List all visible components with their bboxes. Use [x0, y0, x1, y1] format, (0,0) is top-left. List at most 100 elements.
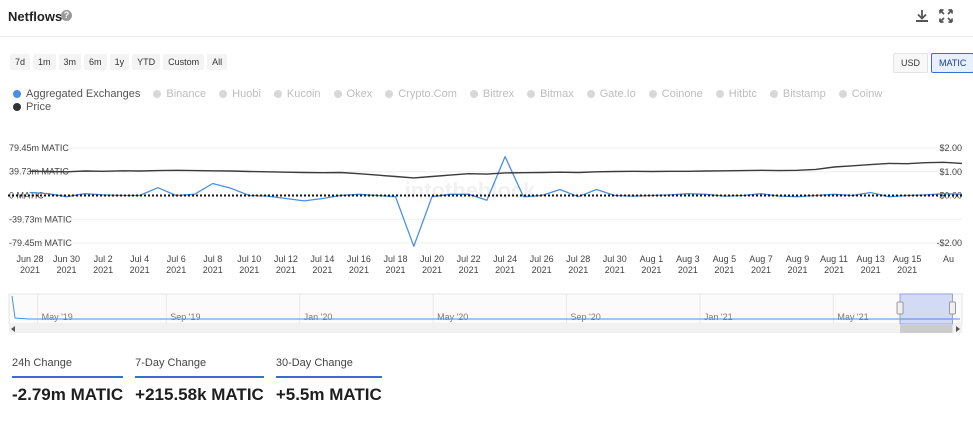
legend-label: Hitbtc: [728, 88, 757, 100]
range-button-1y[interactable]: 1y: [109, 54, 130, 70]
legend-dot-icon: [333, 90, 342, 98]
x-tick-label: Aug 9: [786, 254, 810, 264]
legend-dot-icon: [715, 90, 724, 98]
legend-item-gate-io[interactable]: Gate.Io: [586, 88, 636, 100]
legend-item-coinw[interactable]: Coinw: [838, 88, 883, 100]
x-tick-label: Jul 8: [203, 254, 222, 264]
stat-0: 24h Change -2.79m MATIC: [12, 357, 124, 405]
legend-item-bitmax[interactable]: Bitmax: [527, 88, 574, 100]
scroll-left-arrow-icon[interactable]: [11, 326, 15, 332]
navigator-series: [11, 295, 960, 320]
stat-value: +215.58k MATIC: [135, 385, 264, 404]
unit-button-matic[interactable]: MATIC: [931, 53, 973, 73]
range-button-ytd[interactable]: YTD: [132, 54, 161, 70]
stat-2: 30-Day Change +5.5m MATIC: [275, 357, 382, 405]
legend-item-huobi[interactable]: Huobi: [219, 88, 261, 100]
y-left-tick-label: 0 MATIC: [9, 191, 44, 201]
legend-label: Aggregated Exchanges: [26, 88, 141, 100]
legend-label: Bitmax: [540, 88, 574, 100]
legend-item-coinone[interactable]: Coinone: [648, 88, 703, 100]
x-tick-year: 2021: [459, 265, 479, 275]
y-right-tick-label: $1.00: [939, 167, 962, 177]
range-button-1m[interactable]: 1m: [33, 54, 56, 70]
legend-label: Okex: [346, 88, 373, 100]
range-button-all[interactable]: All: [207, 54, 228, 70]
x-tick-label: Jul 14: [310, 254, 334, 264]
range-button-7d[interactable]: 7d: [10, 54, 31, 70]
x-tick-year: 2021: [678, 265, 698, 275]
help-icon[interactable]: ?: [61, 10, 72, 21]
x-tick-year: 2021: [568, 265, 588, 275]
legend-label: Coinw: [851, 88, 883, 100]
x-tick-label: Aug 7: [749, 254, 773, 264]
x-tick-year: 2021: [788, 265, 808, 275]
navigator-scrollbar-thumb[interactable]: [900, 325, 953, 333]
navigator-label: May '19: [42, 312, 73, 322]
range-button-6m[interactable]: 6m: [84, 54, 107, 70]
legend-item-okex[interactable]: Okex: [333, 88, 373, 100]
y-right-tick-label: $0.00: [939, 191, 962, 201]
navigator-selection[interactable]: [899, 293, 953, 325]
range-button-custom[interactable]: Custom: [163, 54, 205, 70]
y-left-tick-label: -79.45m MATIC: [9, 238, 72, 248]
navigator-handle-right[interactable]: [948, 301, 956, 315]
unit-button-usd[interactable]: USD: [893, 53, 929, 73]
legend: Aggregated Exchanges Binance Huobi Kucoin Ok…: [13, 88, 953, 114]
legend-label: Bitstamp: [782, 88, 826, 100]
legend-dot-icon: [273, 90, 282, 98]
x-tick-label: Aug 13: [856, 254, 885, 264]
navigator-label: Jan '21: [704, 312, 733, 322]
legend-row-exchanges: Aggregated Exchanges Binance Huobi Kucoin Ok…: [13, 88, 953, 100]
stat-1: 7-Day Change +215.58k MATIC: [135, 357, 264, 405]
legend-item-crypto-com[interactable]: Crypto.Com: [385, 88, 457, 100]
legend-item-price[interactable]: Price: [13, 101, 51, 113]
x-tick-label: Jun 30: [53, 254, 80, 264]
unit-selector: USD MATIC: [893, 53, 973, 73]
range-navigator[interactable]: May '19 Sep '19 Jan '20 May '20 Sep '20 Jan '…: [0, 290, 973, 336]
legend-label: Coinone: [661, 88, 703, 100]
stat-value: -2.79m MATIC: [12, 385, 124, 404]
navigator-label: Sep '20: [571, 312, 601, 322]
legend-item-binance[interactable]: Binance: [153, 88, 206, 100]
legend-label: Gate.Io: [599, 88, 636, 100]
navigator-handle-left[interactable]: [896, 301, 904, 315]
x-tick-year: 2021: [349, 265, 369, 275]
x-tick-year: 2021: [641, 265, 661, 275]
x-tick-label: Jul 18: [383, 254, 407, 264]
navigator-scrollbar-track[interactable]: [9, 325, 962, 333]
expand-icon[interactable]: [938, 8, 954, 24]
x-tick-label: Jul 12: [274, 254, 298, 264]
legend-item-hitbtc[interactable]: Hitbtc: [715, 88, 757, 100]
x-tick-label: Jul 24: [493, 254, 517, 264]
legend-label: Crypto.Com: [398, 88, 457, 100]
x-tick-year: 2021: [166, 265, 186, 275]
legend-dot-icon: [13, 103, 21, 111]
scroll-right-arrow-icon[interactable]: [956, 326, 960, 332]
x-tick-year: 2021: [861, 265, 881, 275]
y-left-tick-label: -39.73m MATIC: [9, 214, 72, 224]
x-tick-year: 2021: [93, 265, 113, 275]
x-tick-label: Jul 2: [94, 254, 113, 264]
legend-label: Kucoin: [286, 88, 321, 100]
legend-item-bitstamp[interactable]: Bitstamp: [769, 88, 826, 100]
legend-item-kucoin[interactable]: Kucoin: [273, 88, 321, 100]
y-right-tick-label: $2.00: [939, 143, 962, 153]
legend-dot-icon: [153, 90, 162, 98]
x-tick-label: Jul 20: [420, 254, 444, 264]
download-icon[interactable]: [914, 8, 930, 24]
x-tick-year: 2021: [20, 265, 40, 275]
stat-label: 7-Day Change: [135, 357, 264, 378]
legend-dot-icon: [527, 90, 536, 98]
legend-item-bittrex[interactable]: Bittrex: [469, 88, 514, 100]
legend-dot-icon: [648, 90, 657, 98]
legend-dot-icon: [586, 90, 595, 98]
navigator-label: May '20: [437, 312, 468, 322]
x-tick-label: Jun 28: [16, 254, 43, 264]
x-tick-label: Aug 5: [713, 254, 737, 264]
range-button-3m[interactable]: 3m: [58, 54, 82, 70]
legend-item-aggregated-exchanges[interactable]: Aggregated Exchanges: [13, 88, 140, 100]
series-line-price[interactable]: [29, 161, 963, 179]
x-tick-label: Jul 16: [347, 254, 371, 264]
x-tick-label: Aug 1: [640, 254, 664, 264]
chart-header: Netflows ?: [0, 0, 973, 37]
